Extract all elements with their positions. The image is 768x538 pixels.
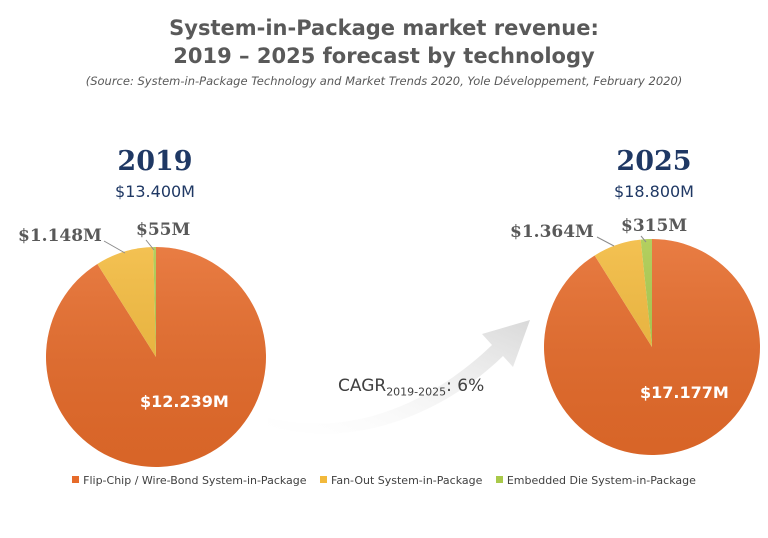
slice-label-2025-embedded: $315M <box>621 216 688 236</box>
slice-label-2025-flip-chip: $17.177M <box>640 383 729 402</box>
cagr-prefix: CAGR <box>338 376 387 396</box>
total-label-2025: $18.800M <box>614 182 694 201</box>
cagr-value: : 6% <box>446 376 485 396</box>
legend-swatch <box>72 476 80 483</box>
year-label-2025: 2025 <box>616 146 692 177</box>
source-note: (Source: System-in-Package Technology an… <box>85 74 683 88</box>
slice-label-2025-fan-out: $1.364M <box>510 222 594 242</box>
legend: Flip-Chip / Wire-Bond System-in-Package … <box>0 474 768 487</box>
total-label-2019: $13.400M <box>115 182 195 201</box>
chart-title: System-in-Package market revenue: 2019 –… <box>0 14 768 70</box>
slice-label-2019-fan-out: $1.148M <box>18 226 102 246</box>
legend-item-flip-chip: Flip-Chip / Wire-Bond System-in-Package <box>72 474 307 487</box>
slice-label-2019-embedded: $55M <box>136 220 191 240</box>
legend-swatch <box>320 476 328 483</box>
label-leader-line <box>596 236 615 247</box>
legend-label: Embedded Die System-in-Package <box>506 474 696 487</box>
title-line-1: System-in-Package market revenue: <box>169 16 599 40</box>
legend-swatch <box>495 476 503 483</box>
cagr-annotation: CAGR2019-2025: 6% <box>338 376 484 398</box>
label-leader-line <box>103 240 126 254</box>
cagr-subscript: 2019-2025 <box>386 385 447 399</box>
legend-label: Fan-Out System-in-Package <box>331 474 483 487</box>
title-line-2: 2019 – 2025 forecast by technology <box>173 44 595 68</box>
year-label-2019: 2019 <box>117 146 193 177</box>
pie-shade-2019 <box>46 247 266 467</box>
legend-label: Flip-Chip / Wire-Bond System-in-Package <box>83 474 307 487</box>
legend-item-fan-out: Fan-Out System-in-Package <box>320 474 482 487</box>
pie-charts <box>45 235 761 467</box>
growth-arrow <box>268 320 530 434</box>
label-leader-line <box>145 239 155 251</box>
label-leader-line <box>640 235 647 243</box>
slice-label-2019-flip-chip: $12.239M <box>140 392 229 411</box>
pie-shade-2025 <box>544 239 760 455</box>
legend-item-embedded: Embedded Die System-in-Package <box>495 474 696 487</box>
